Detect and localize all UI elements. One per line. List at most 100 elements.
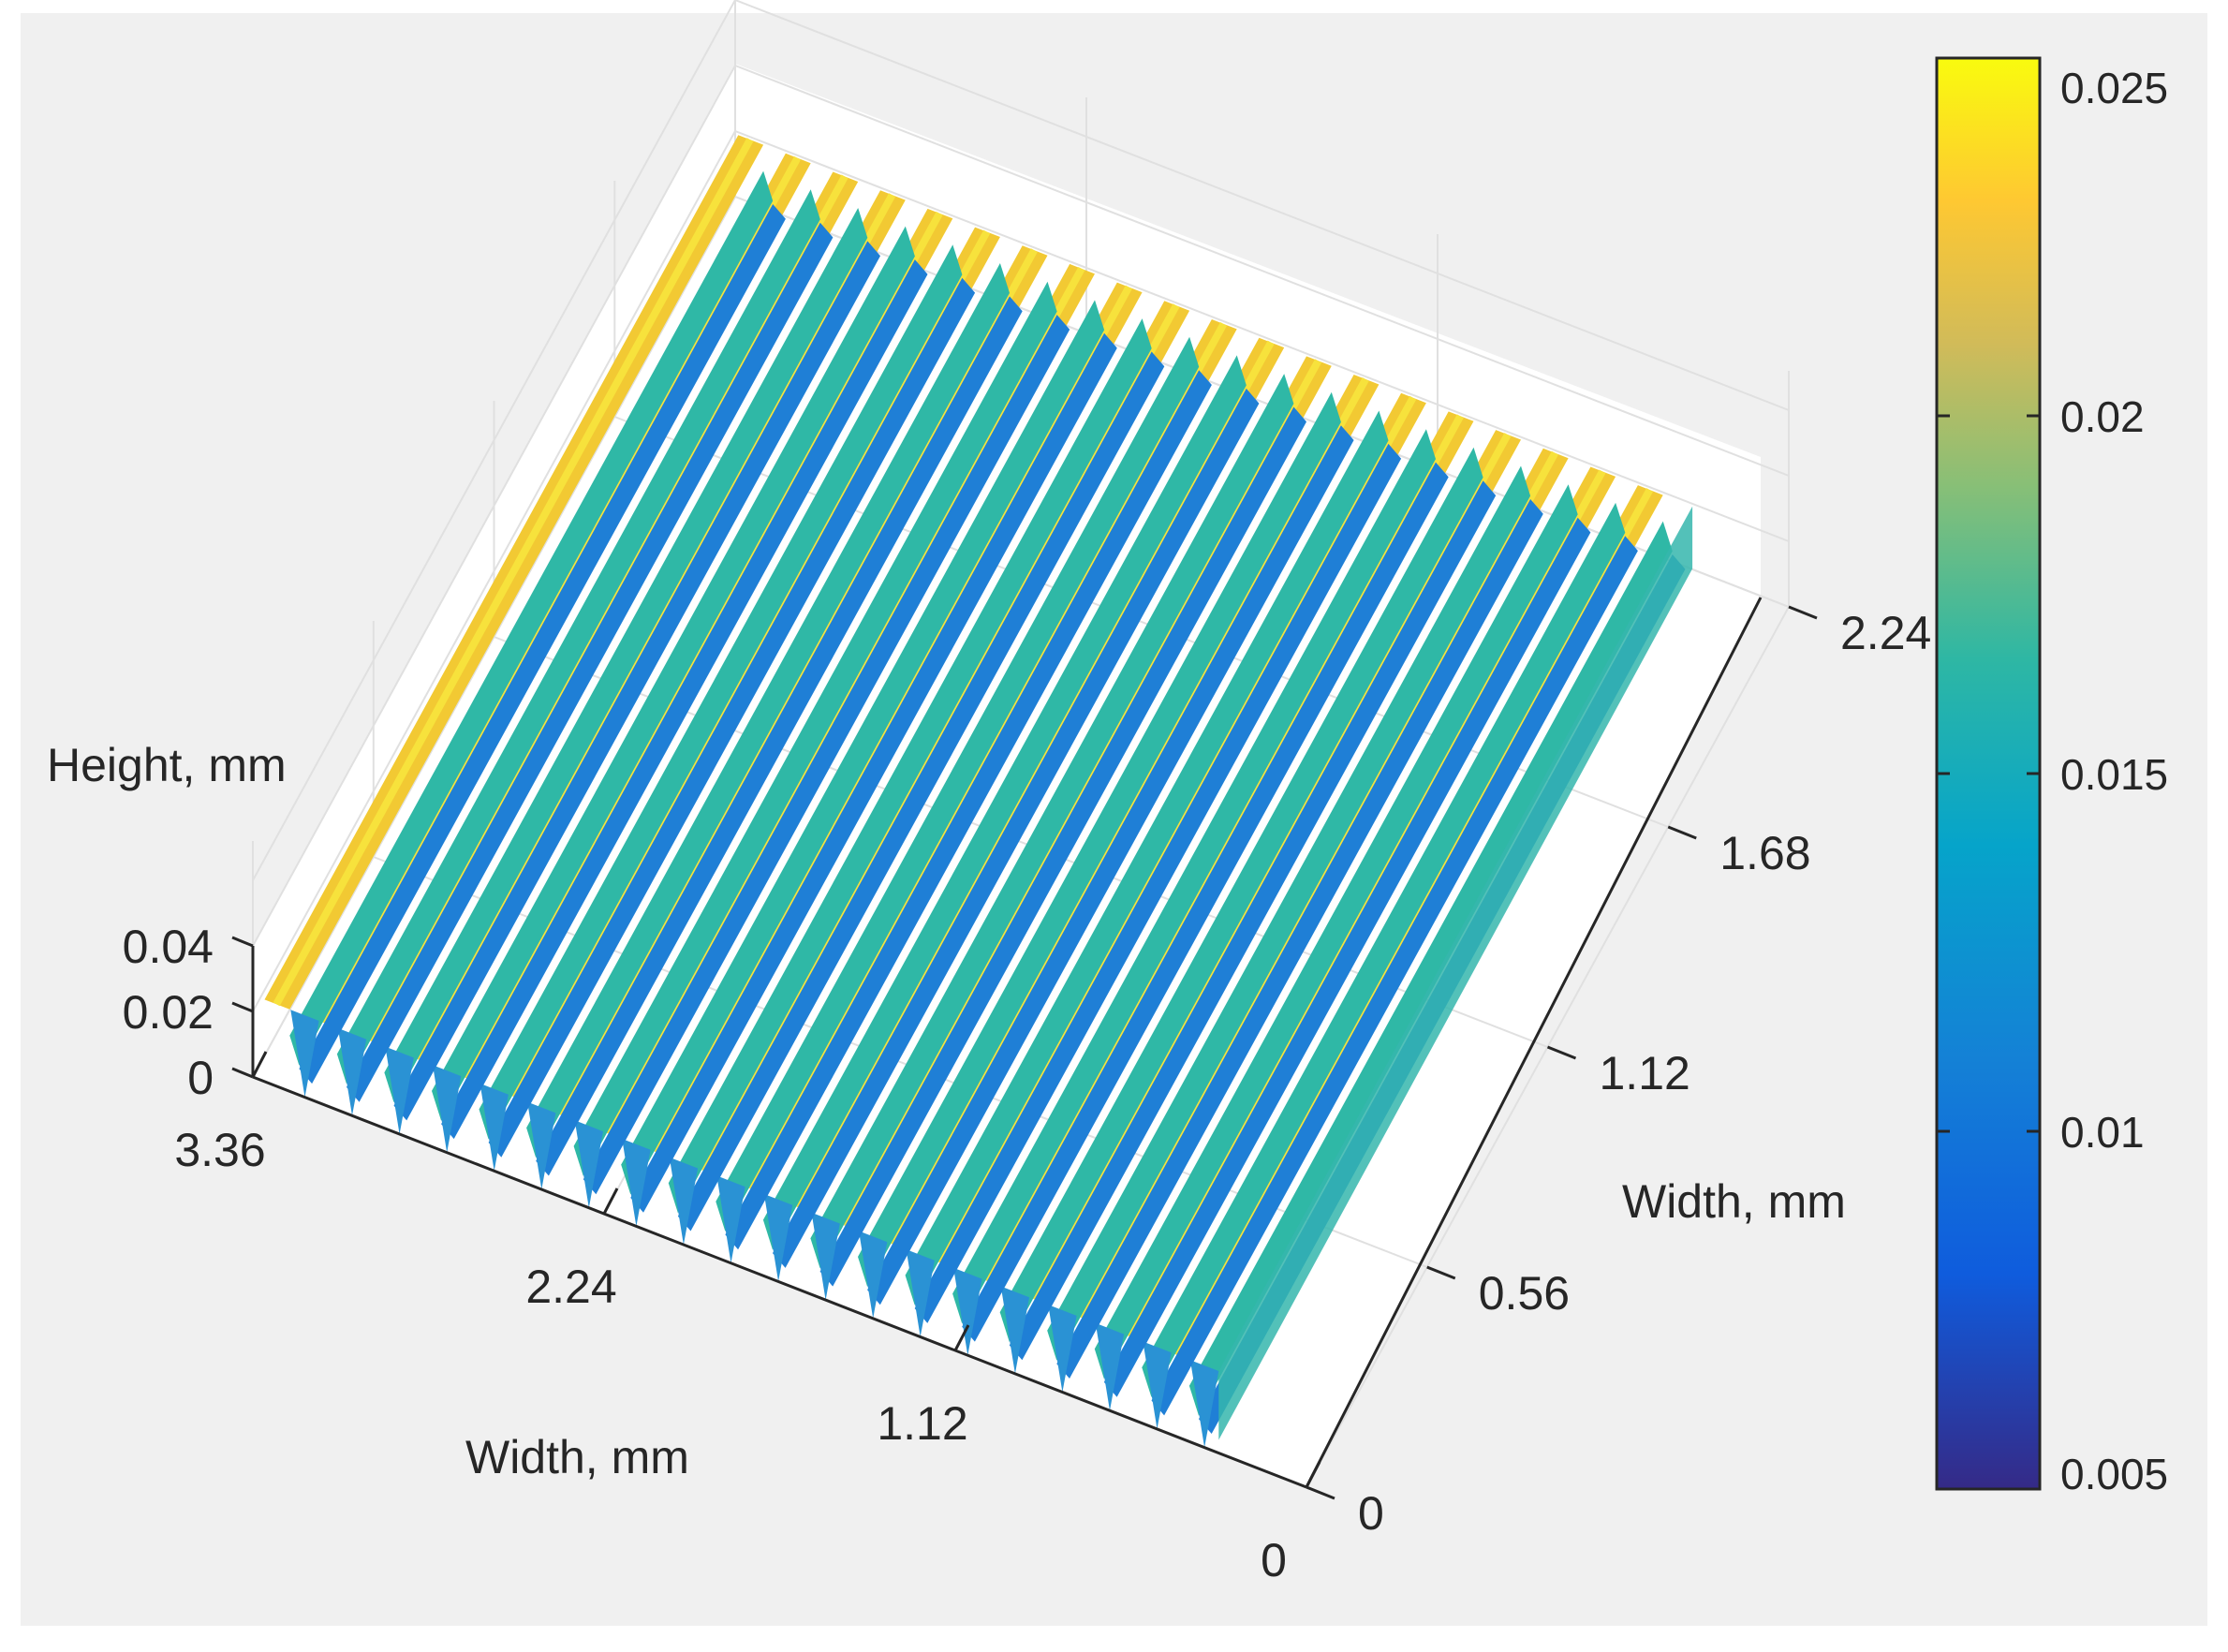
surface-groove [1151,536,1638,1416]
surface-front-tooth [1189,1360,1219,1448]
surface-slope [762,355,1247,1250]
surface-slope [479,244,963,1140]
surface-groove [725,370,1212,1250]
surface-front-tooth [763,1194,793,1282]
colorbar-ticks: 0.005 0.01 0.015 0.02 0.025 [1937,56,2168,1498]
surface-groove [1009,480,1497,1361]
surface-front-tooth [1143,1341,1172,1429]
surface-crest-highlight [841,359,1322,1228]
surface-crest-highlight [746,321,1228,1191]
surface-slope [999,447,1483,1342]
surface-slope [384,208,868,1103]
colorbar-tick-label: 0.01 [2060,1108,2145,1157]
surface-crest-highlight [888,377,1369,1246]
y-tick-label: 1.68 [1719,827,1810,879]
colorbar-tick-label: 0.015 [2060,750,2168,799]
grid-line-z [252,129,1790,1012]
surface-front-tooth [385,1046,414,1134]
surface-slope [810,374,1294,1269]
surface-groove [488,277,976,1158]
x-tick [953,1324,970,1351]
surface-front-tooth [433,1065,462,1153]
colorbar-tick-label: 0.02 [2060,392,2145,441]
surface-crest-highlight [273,138,754,1007]
colorbar: 0.005 0.01 0.015 0.02 0.025 [1935,56,2168,1498]
surface-front-tooth [622,1139,651,1227]
surface-crest-highlight [652,285,1132,1154]
y-tick [1306,1485,1335,1500]
surface-front-tooth [1048,1305,1077,1393]
surface-groove [677,351,1165,1232]
surface-side [1218,506,1693,1440]
surface-groove [393,241,880,1121]
colorbar-tick-label: 0.005 [2060,1450,2168,1498]
surface-front-tooth [574,1120,603,1208]
y-tick [1667,825,1697,840]
x-axis-line [252,1075,1307,1489]
z-tick [231,1001,254,1013]
y-tick-label: 1.12 [1600,1047,1690,1099]
ticks: 0 1.12 2.24 3.36 0 0.56 1.12 1.68 2.24 0 0.02 0.04 [123,605,1931,1586]
z-tick-label: 0 [187,1052,214,1104]
surface-crest-highlight [1125,469,1606,1338]
surface-groove [914,443,1402,1323]
surface-crest-highlight [509,229,991,1099]
surface-slope [668,318,1152,1214]
surface-groove [867,425,1354,1305]
surface-crest-highlight [1030,433,1512,1302]
surface-front-tooth [1095,1322,1125,1411]
surface-front-tooth [716,1175,745,1263]
x-tick-label: 0 [1261,1534,1287,1586]
surface-front-tooth [669,1157,699,1246]
surface-groove [1056,499,1543,1379]
surface-front-tooth [527,1101,556,1189]
surface-slope [905,410,1389,1305]
surface-groove [962,462,1449,1342]
surface-front-tooth [337,1027,367,1116]
surface-front-tooth [290,1010,319,1098]
surface-groove [299,204,786,1084]
y-tick [1426,1265,1456,1280]
grid-line-z [252,64,1790,947]
z-tick [231,1067,254,1079]
colorbar-bar [1935,56,2042,1491]
surface-groove [536,296,1023,1176]
surface-slope [336,189,820,1084]
y-axis-line [1305,597,1763,1488]
surface-slope [1142,502,1626,1397]
surface-groove [347,222,834,1102]
x-tick-label: 2.24 [525,1261,616,1313]
z-tick-label: 0.02 [123,986,214,1039]
surface-crest-highlight [367,174,848,1043]
surface-groove [630,332,1117,1213]
y-tick [1788,605,1818,620]
surface-crest-highlight [320,155,802,1025]
surface-crest-highlight [793,340,1275,1209]
surface-groove [819,406,1306,1287]
surface-slope [1094,484,1578,1379]
surface-front-tooth [811,1212,840,1301]
y-tick-label: 2.24 [1840,607,1931,659]
surface-slope [1047,465,1531,1361]
surface-slope [858,391,1341,1287]
surface-crest-highlight [415,193,896,1062]
surface-front-tooth [859,1231,888,1319]
surface-slope [716,336,1200,1232]
x-tick-label: 1.12 [877,1397,967,1450]
grid-line-z [252,0,1790,881]
surface-crest-highlight [699,303,1180,1173]
x-tick-label: 3.36 [174,1124,265,1176]
surface-slope [573,281,1057,1176]
y-axis-title: Width, mm [1622,1175,1846,1228]
surface-crest-highlight [604,266,1085,1135]
surface-slope [952,429,1436,1324]
z-tick-label: 0.04 [123,921,214,973]
z-tick [231,936,254,948]
y-tick [1546,1045,1577,1060]
surface-groove [583,315,1070,1195]
surface-slope [432,226,915,1121]
surface-groove [441,259,928,1140]
x-tick [1305,1461,1321,1488]
x-tick [251,1051,268,1078]
